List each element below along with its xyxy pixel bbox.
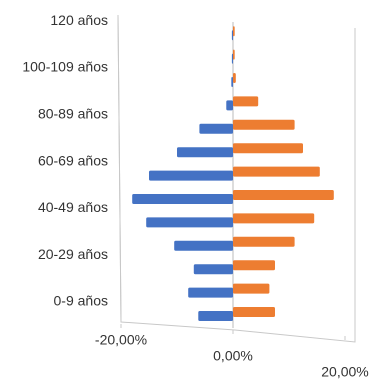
x-tick-label: 0,00% (213, 348, 253, 364)
bar (233, 119, 295, 130)
bar (233, 96, 259, 107)
bar (233, 49, 235, 60)
x-tick-label: -20,00% (95, 332, 147, 348)
bar (231, 77, 233, 87)
bar (233, 283, 270, 294)
bar (233, 307, 275, 317)
bar (233, 143, 303, 154)
y-tick-label: 0-9 años (54, 293, 108, 309)
y-tick-label: 60-69 años (38, 152, 108, 168)
bar (188, 287, 233, 298)
y-tick-label: 120 años (50, 12, 108, 28)
bar (226, 100, 233, 111)
bar (199, 123, 233, 134)
y-tick-label: 80-89 años (38, 106, 108, 122)
bar (231, 30, 233, 41)
bar (174, 240, 233, 251)
bar (233, 73, 236, 83)
bar (233, 260, 275, 271)
bar (233, 166, 320, 177)
bar (149, 170, 233, 181)
bar (233, 190, 334, 200)
bar (233, 26, 235, 37)
y-tick-label: 40-49 años (38, 199, 108, 215)
bar (233, 236, 295, 247)
bar (231, 53, 233, 64)
bar (198, 311, 233, 321)
bar (193, 264, 233, 275)
bar (146, 217, 233, 228)
chart-frame-edge (117, 14, 122, 323)
bar (233, 213, 315, 224)
bar (177, 147, 233, 158)
y-tick-label: 20-29 años (38, 246, 108, 262)
x-tick-label: 20,00% (321, 364, 368, 380)
bar (132, 194, 233, 204)
y-tick-label: 100-109 años (22, 59, 108, 75)
